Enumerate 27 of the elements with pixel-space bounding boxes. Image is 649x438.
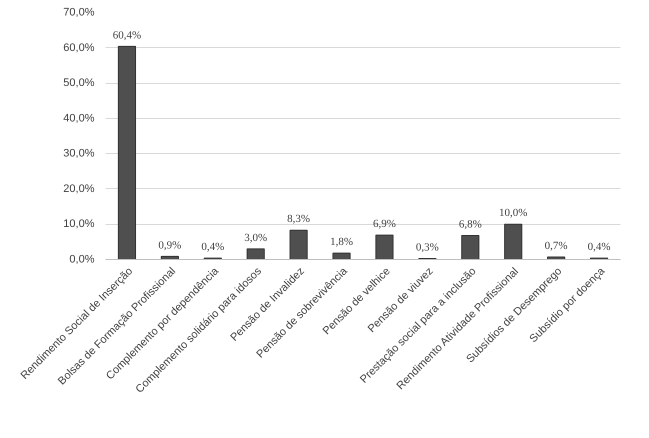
bar xyxy=(504,224,522,260)
y-tick-label: 20,0% xyxy=(63,182,95,195)
data-label: 0,3% xyxy=(416,241,439,254)
y-tick-label: 50,0% xyxy=(63,77,95,90)
data-label: 0,7% xyxy=(544,240,568,252)
data-label: 1,8% xyxy=(330,236,354,248)
data-label: 0,9% xyxy=(158,239,182,252)
data-label: 0,4% xyxy=(201,241,224,254)
data-label: 0,4% xyxy=(588,241,611,254)
data-label: 6,9% xyxy=(373,218,396,230)
y-tick-label: 10,0% xyxy=(63,218,95,230)
data-label: 8,3% xyxy=(287,213,310,226)
bar xyxy=(461,235,480,260)
y-tick-label: 30,0% xyxy=(63,148,95,160)
y-tick-label: 0,0% xyxy=(69,254,95,266)
data-label: 6,8% xyxy=(458,218,482,231)
bar xyxy=(118,46,136,260)
bar xyxy=(246,248,265,260)
data-label: 3,0% xyxy=(244,232,268,244)
data-label: 10,0% xyxy=(499,207,528,220)
bar xyxy=(332,252,351,260)
y-tick-label: 40,0% xyxy=(63,112,95,124)
data-label: 60,4% xyxy=(112,29,142,42)
bar xyxy=(290,230,308,260)
bar xyxy=(375,234,394,260)
y-tick-label: 70,0% xyxy=(63,6,95,18)
y-tick-label: 60,0% xyxy=(63,42,95,54)
